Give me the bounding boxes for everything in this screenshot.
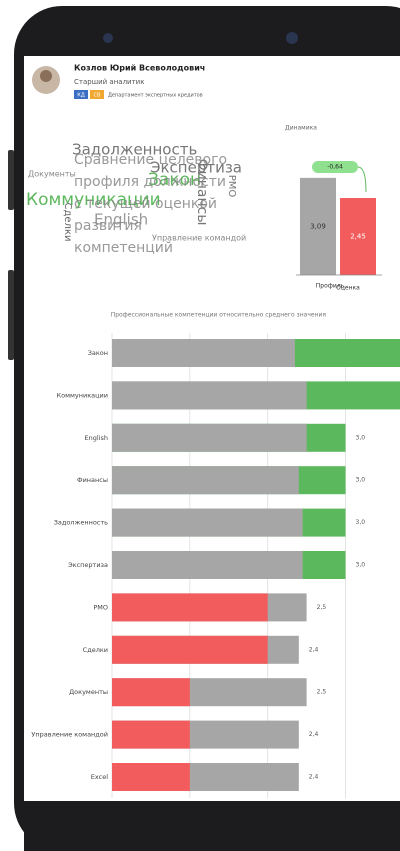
- assessment-bar: [112, 720, 190, 749]
- category-label: Сделки: [83, 646, 108, 654]
- value-label: 2,4: [309, 731, 319, 738]
- bar-value: 3,09: [310, 222, 326, 230]
- bar: [340, 198, 376, 275]
- cloud-word: Финансы: [194, 159, 210, 226]
- profile-bar: [112, 466, 299, 495]
- value-label: 3,0: [356, 477, 366, 484]
- profile-bar: [112, 508, 303, 537]
- bar: [300, 177, 336, 275]
- value-label: 3,0: [356, 519, 366, 526]
- delta: -0,64: [327, 164, 343, 171]
- category-label: Коммуникации: [56, 391, 108, 399]
- badge-text: КД: [77, 93, 85, 99]
- profile-bar: [112, 381, 307, 410]
- user-position: Старший аналитик: [74, 78, 144, 86]
- category-label: Управление командой: [31, 731, 108, 739]
- cloud-word: Документы: [28, 170, 76, 179]
- category-label: Экспертиза: [68, 561, 108, 569]
- profile-bar: [112, 423, 307, 452]
- value-label: 2,5: [317, 689, 327, 696]
- cloud-caption: развития: [74, 218, 142, 234]
- cloud-word: Управление командой: [152, 234, 246, 243]
- cloud-word: Сделки: [62, 203, 73, 242]
- cloud-word: Закон: [148, 170, 201, 190]
- cloud-caption: Сравнение целевого: [74, 152, 227, 168]
- category-label: Excel: [91, 773, 108, 781]
- value-label: 3,0: [356, 562, 366, 569]
- delta-pill: [312, 161, 358, 173]
- category-label: Финансы: [77, 476, 108, 484]
- cloud-caption: с текущей оценкой: [74, 196, 217, 212]
- profile-bar: [112, 339, 295, 367]
- value-label: 2,5: [317, 604, 327, 611]
- chart-title: Профессиональные компетенции относительн…: [111, 312, 327, 319]
- profile-bar: [112, 551, 303, 579]
- assessment-bar: [112, 678, 190, 707]
- side-button: [8, 150, 14, 210]
- badge: [74, 90, 88, 99]
- department: Департамент экспертных кредитов: [108, 93, 203, 99]
- cloud-caption: компетенций: [74, 240, 173, 256]
- cloud-caption: профиля должности: [74, 174, 226, 190]
- value-label: 2,4: [309, 774, 319, 781]
- cloud-word: Коммуникации: [26, 190, 161, 210]
- category-label: Документы: [69, 688, 108, 696]
- value-label: 3,0: [356, 434, 366, 441]
- assessment-bar: [112, 763, 190, 791]
- category-label: English: [85, 434, 108, 442]
- x-label: Оценка: [336, 285, 360, 292]
- camera: [286, 32, 298, 44]
- cloud-word: English: [94, 211, 148, 229]
- badge: [90, 90, 104, 99]
- assessment-bar: [112, 635, 268, 664]
- category-label: Закон: [88, 349, 108, 357]
- screen-content: Козлов Юрий Всеволодович Старший аналити…: [26, 64, 400, 798]
- cloud-word: Экспертиза: [150, 159, 242, 177]
- category-label: Задолженность: [54, 519, 108, 527]
- chart-title: Динамика: [285, 125, 317, 132]
- delta-arrow: [357, 166, 367, 193]
- cloud-word: Задолженность: [72, 141, 197, 159]
- cloud-word: РМО: [226, 175, 237, 198]
- category-label: PMO: [93, 603, 108, 611]
- side-button: [8, 270, 14, 360]
- avatar: [40, 70, 52, 82]
- value-label: 2,4: [309, 646, 319, 653]
- assessment-bar: [112, 593, 268, 622]
- badge-text: СВ: [94, 93, 101, 99]
- x-label: Профиль: [316, 283, 345, 290]
- camera: [103, 33, 113, 43]
- user-name: Козлов Юрий Всеволодович: [74, 64, 205, 73]
- phone-bottom: [24, 801, 400, 851]
- bar-value: 2,45: [350, 233, 366, 241]
